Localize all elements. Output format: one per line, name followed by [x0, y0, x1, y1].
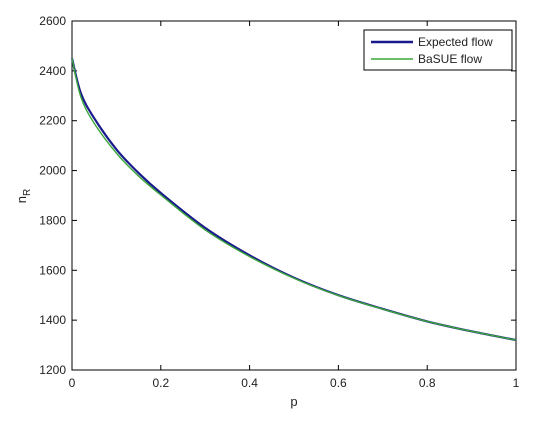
svg-text:nR: nR [14, 189, 33, 203]
x-tick-label: 0.6 [330, 376, 347, 390]
series-line-basue-flow [71, 58, 517, 341]
legend-label-basue-flow: BaSUE flow [418, 52, 482, 66]
y-tick-label: 2200 [39, 114, 66, 128]
x-axis-label: p [290, 394, 297, 409]
y-tick-label: 1800 [39, 213, 66, 227]
y-tick-label: 2000 [39, 164, 66, 178]
y-axis-label: nR [14, 189, 33, 203]
y-tick-label: 1200 [39, 363, 66, 377]
y-axis-label-main: n [14, 196, 29, 203]
x-axis-ticks: 0 0.2 0.4 0.6 0.8 1 [69, 21, 520, 390]
legend: Expected flow BaSUE flow [363, 29, 513, 71]
y-tick-label: 1400 [39, 313, 66, 327]
plot-area [71, 20, 517, 371]
x-tick-label: 0 [69, 376, 76, 390]
y-axis-label-subscript: R [22, 189, 33, 196]
y-tick-label: 2600 [39, 14, 66, 28]
legend-label-expected-flow: Expected flow [418, 35, 493, 49]
y-axis-ticks: 1200 1400 1600 1800 2000 2200 2400 2600 [39, 14, 516, 377]
x-tick-label: 0.4 [241, 376, 258, 390]
y-tick-label: 1600 [39, 263, 66, 277]
y-tick-label: 2400 [39, 64, 66, 78]
x-tick-label: 0.2 [152, 376, 169, 390]
series-lines [70, 58, 517, 342]
x-tick-label: 0.8 [419, 376, 436, 390]
legend-box [363, 29, 513, 71]
x-tick-label: 1 [513, 376, 520, 390]
